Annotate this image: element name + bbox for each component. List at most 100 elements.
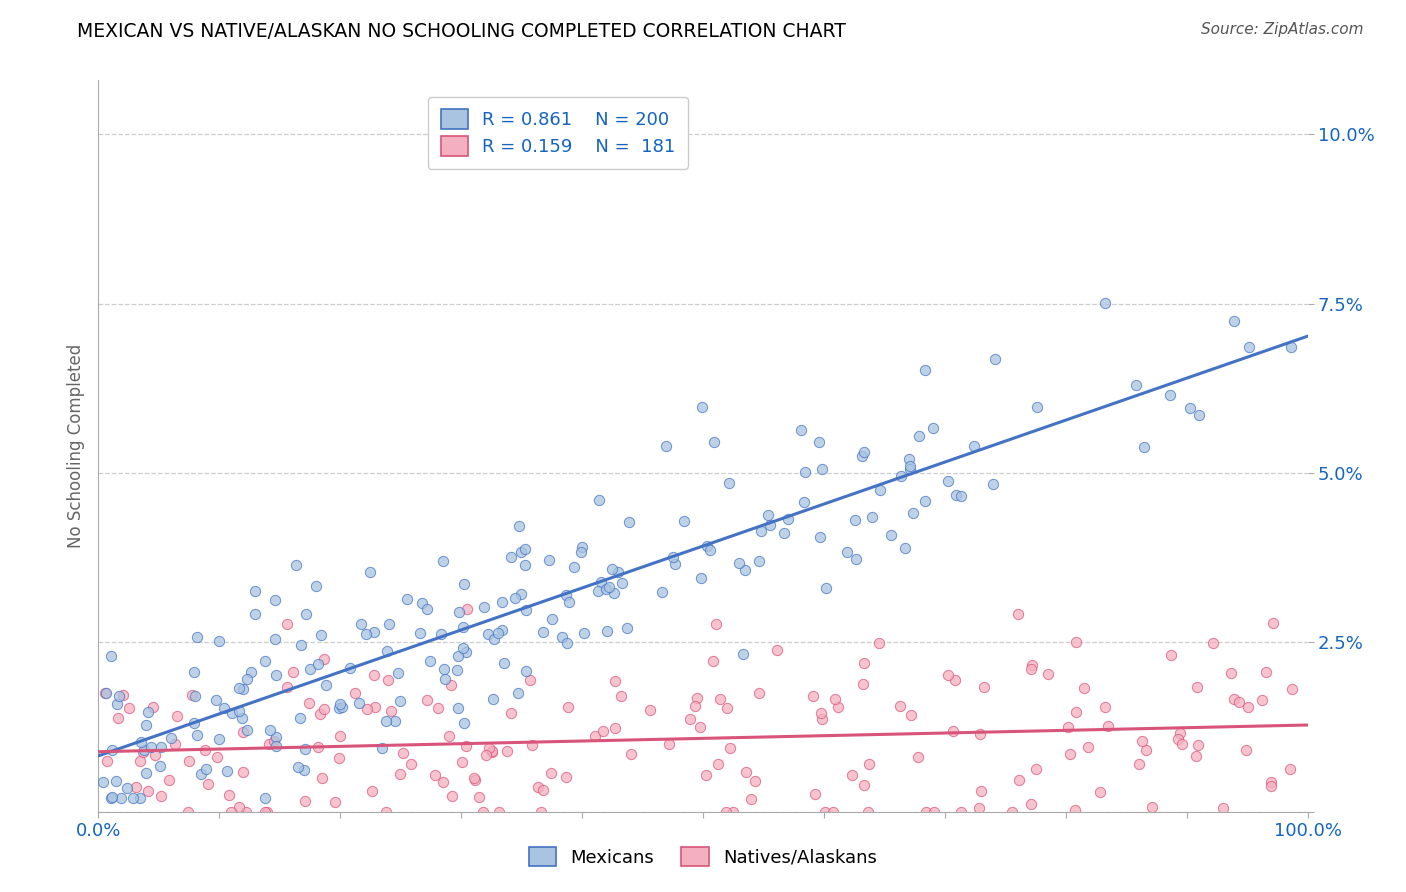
Point <box>1227 695 1250 709</box>
Point <box>794 465 817 479</box>
Point <box>294 794 316 808</box>
Point <box>720 741 742 756</box>
Point <box>595 582 617 596</box>
Point <box>1220 665 1243 680</box>
Point <box>821 805 844 819</box>
Point <box>853 778 876 792</box>
Point <box>1167 732 1189 747</box>
Point <box>135 765 157 780</box>
Point <box>96 685 118 699</box>
Point <box>969 784 991 798</box>
Point <box>491 624 513 638</box>
Point <box>235 805 257 819</box>
Point <box>1130 734 1153 748</box>
Point <box>598 581 620 595</box>
Point <box>499 549 522 564</box>
Point <box>236 723 259 738</box>
Point <box>880 528 903 542</box>
Point <box>811 712 834 726</box>
Point <box>129 791 152 805</box>
Point <box>499 706 522 721</box>
Point <box>1064 705 1087 719</box>
Point <box>1159 387 1181 401</box>
Point <box>1281 681 1303 696</box>
Point <box>447 605 470 619</box>
Point <box>107 689 129 703</box>
Point <box>689 719 711 733</box>
Point <box>264 668 287 682</box>
Point <box>837 545 859 559</box>
Point <box>605 722 627 736</box>
Point <box>555 770 578 784</box>
Point <box>603 585 626 599</box>
Point <box>101 790 124 805</box>
Point <box>824 692 846 706</box>
Point <box>1001 805 1024 819</box>
Point <box>515 603 537 617</box>
Point <box>748 685 770 699</box>
Point <box>1185 748 1208 763</box>
Point <box>256 805 278 819</box>
Point <box>377 673 399 687</box>
Point <box>619 515 641 529</box>
Point <box>814 805 837 819</box>
Point <box>1279 762 1302 776</box>
Point <box>1212 801 1234 815</box>
Legend: Mexicans, Natives/Alaskans: Mexicans, Natives/Alaskans <box>522 840 884 874</box>
Point <box>734 563 756 577</box>
Point <box>259 723 281 738</box>
Point <box>100 791 122 805</box>
Point <box>510 587 533 601</box>
Point <box>177 754 200 768</box>
Point <box>378 617 401 632</box>
Point <box>311 771 333 785</box>
Point <box>1263 616 1285 631</box>
Point <box>695 767 717 781</box>
Point <box>311 628 333 642</box>
Point <box>586 583 609 598</box>
Point <box>844 513 866 527</box>
Point <box>749 524 772 538</box>
Point <box>894 541 917 555</box>
Point <box>696 539 718 553</box>
Point <box>347 696 370 710</box>
Point <box>596 624 619 639</box>
Point <box>294 741 316 756</box>
Point <box>276 680 298 694</box>
Point <box>214 701 236 715</box>
Point <box>328 751 350 765</box>
Point <box>690 571 713 585</box>
Point <box>852 677 875 691</box>
Point <box>456 645 478 659</box>
Point <box>122 791 145 805</box>
Point <box>519 673 541 688</box>
Point <box>962 439 984 453</box>
Point <box>100 648 122 663</box>
Point <box>263 734 285 748</box>
Point <box>221 706 243 721</box>
Point <box>984 352 1007 367</box>
Point <box>508 519 530 533</box>
Point <box>105 697 128 711</box>
Point <box>967 801 990 815</box>
Point <box>510 545 533 559</box>
Point <box>731 647 754 661</box>
Point <box>898 462 921 476</box>
Point <box>215 764 238 779</box>
Point <box>740 791 762 805</box>
Point <box>446 663 468 677</box>
Point <box>110 791 132 805</box>
Point <box>380 704 402 718</box>
Point <box>1260 779 1282 793</box>
Point <box>472 599 495 614</box>
Point <box>361 784 384 798</box>
Point <box>901 506 924 520</box>
Point <box>1223 692 1246 706</box>
Point <box>938 668 960 682</box>
Point <box>477 627 499 641</box>
Point <box>228 681 250 695</box>
Point <box>183 715 205 730</box>
Point <box>889 469 911 483</box>
Point <box>298 696 321 710</box>
Point <box>432 775 454 789</box>
